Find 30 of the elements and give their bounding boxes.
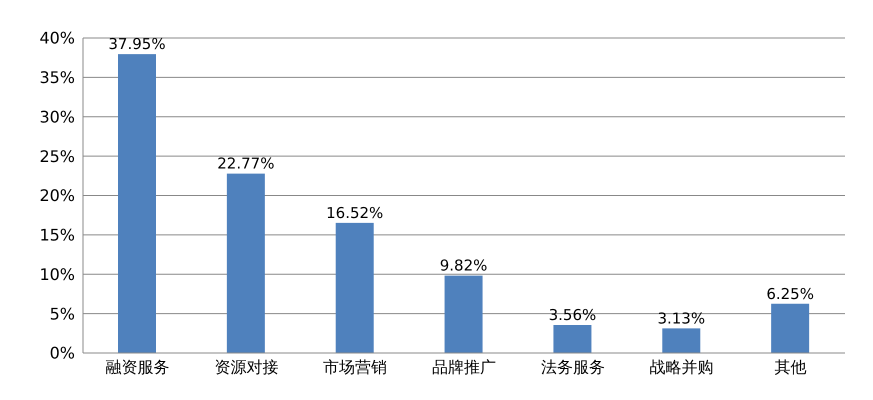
bar bbox=[118, 54, 156, 353]
data-label: 22.77% bbox=[217, 154, 274, 173]
y-tick-label: 0% bbox=[50, 344, 75, 363]
y-tick-label: 35% bbox=[39, 68, 75, 88]
x-tick-label: 融资服务 bbox=[105, 357, 170, 376]
x-tick-label: 资源对接 bbox=[214, 357, 278, 376]
y-tick-label: 5% bbox=[50, 304, 75, 324]
data-label: 6.25% bbox=[766, 284, 814, 303]
bar bbox=[226, 174, 265, 353]
y-tick-label: 25% bbox=[39, 146, 75, 166]
y-tick-label: 10% bbox=[39, 264, 75, 284]
bar bbox=[771, 304, 810, 353]
bar bbox=[444, 276, 483, 353]
x-tick-label: 战略并购 bbox=[650, 357, 714, 376]
x-tick-label: 市场营销 bbox=[323, 357, 388, 376]
bar bbox=[662, 328, 700, 353]
bar bbox=[336, 222, 374, 353]
y-tick-label: 20% bbox=[39, 186, 75, 206]
data-label: 16.52% bbox=[326, 204, 384, 222]
x-tick-label: 法务服务 bbox=[540, 357, 605, 376]
y-tick-label: 40% bbox=[39, 28, 75, 48]
data-label: 3.56% bbox=[548, 306, 596, 324]
x-tick-label: 品牌推广 bbox=[432, 357, 496, 376]
data-label: 37.95% bbox=[108, 35, 166, 54]
y-tick-label: 15% bbox=[39, 226, 75, 245]
data-label: 3.13% bbox=[657, 309, 706, 328]
data-label: 9.82% bbox=[440, 256, 488, 275]
x-tick-label: 其他 bbox=[774, 357, 807, 376]
bar bbox=[553, 324, 592, 353]
y-tick-label: 30% bbox=[39, 107, 75, 126]
